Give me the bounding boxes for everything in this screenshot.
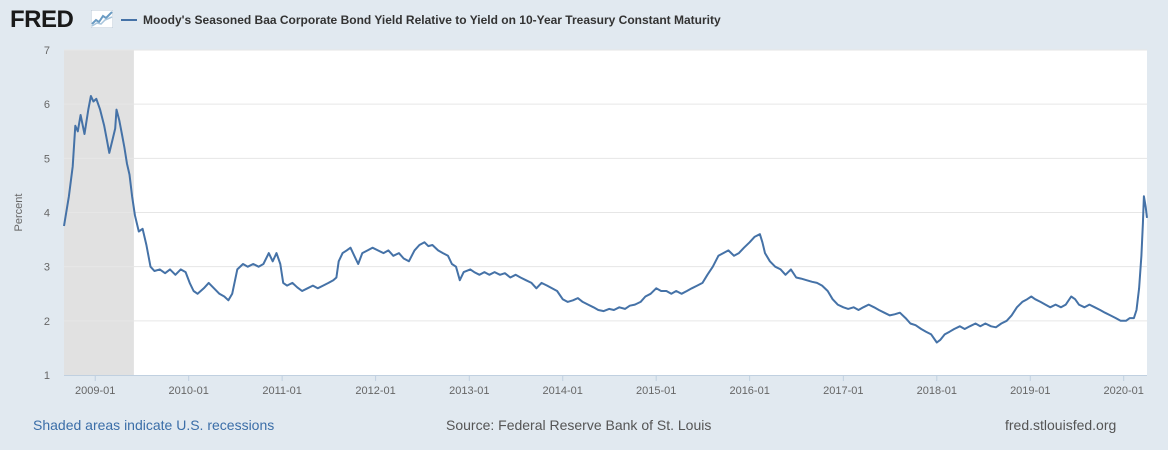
x-tick-label: 2020-01	[1104, 385, 1144, 397]
x-tick-label: 2010-01	[168, 385, 208, 397]
x-tick-label: 2019-01	[1010, 385, 1050, 397]
series-line	[63, 95, 1148, 344]
y-tick-label: 5	[44, 153, 50, 165]
x-tick-label: 2018-01	[917, 385, 957, 397]
fred-logo[interactable]: FRED	[10, 6, 74, 33]
x-tick-label: 2009-01	[75, 385, 115, 397]
y-tick-label: 7	[44, 45, 50, 57]
line-chart: 1 2 3 4 5 6 7 2009-01 2010-01 2011-01 2012-01 2013-…	[13, 45, 1148, 397]
x-tick-label: 2011-01	[262, 385, 302, 397]
fred-site-link[interactable]: fred.stlouisfed.org	[1005, 417, 1117, 433]
x-tick-label: 2016-01	[729, 385, 769, 397]
y-tick-label: 1	[44, 370, 50, 382]
y-axis-title: Percent	[13, 194, 25, 232]
y-tick-label: 2	[44, 316, 50, 328]
x-tick-label: 2017-01	[823, 385, 863, 397]
x-tick-label: 2014-01	[543, 385, 583, 397]
source-credit: Source: Federal Reserve Bank of St. Loui…	[446, 417, 712, 433]
y-tick-label: 6	[44, 99, 50, 111]
legend-line-swatch	[121, 19, 137, 21]
x-tick-label: 2015-01	[636, 385, 676, 397]
recession-note-link[interactable]: Shaded areas indicate U.S. recessions	[33, 417, 275, 433]
y-tick-label: 4	[44, 208, 50, 220]
x-tick-label: 2012-01	[355, 385, 395, 397]
x-tick-label: 2013-01	[449, 385, 489, 397]
legend: Moody's Seasoned Baa Corporate Bond Yiel…	[121, 12, 721, 28]
trend-graph-icon	[91, 10, 113, 28]
header: FRED Moody's Seasoned Baa Corporate Bond…	[0, 0, 1168, 40]
y-tick-label: 3	[44, 262, 50, 274]
legend-label: Moody's Seasoned Baa Corporate Bond Yiel…	[143, 13, 721, 27]
